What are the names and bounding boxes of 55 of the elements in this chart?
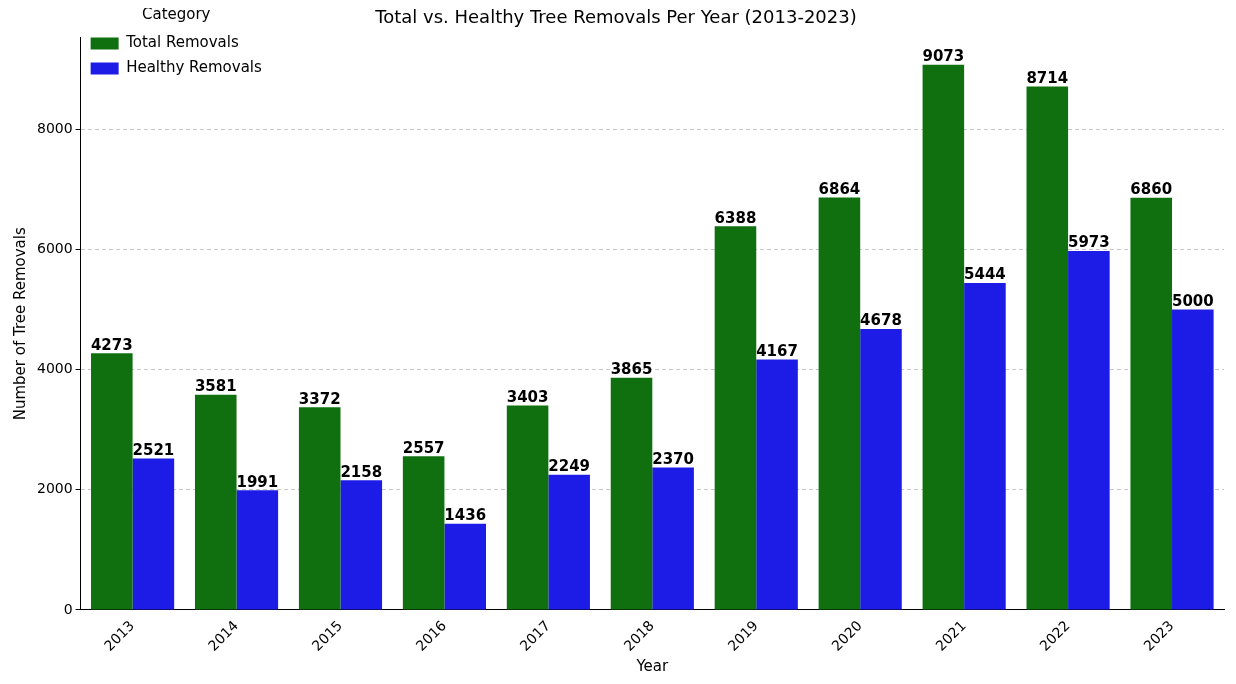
y-tick-label: 0 (63, 600, 73, 617)
bar (964, 282, 1006, 610)
bar (1130, 197, 1173, 610)
bar (340, 480, 383, 610)
data-label: 4273 (90, 335, 133, 354)
data-label: 4678 (860, 311, 902, 330)
data-label: 2557 (402, 438, 445, 457)
bar (1172, 309, 1214, 610)
bar (298, 407, 341, 610)
legend-title: Category (141, 5, 211, 24)
data-label: 1436 (444, 506, 487, 525)
data-label: 2521 (132, 440, 175, 459)
bar (506, 405, 549, 610)
bar (922, 64, 965, 610)
y-tick-label: 8000 (36, 119, 73, 136)
data-label: 8714 (1026, 68, 1069, 87)
y-tick-label: 2000 (36, 480, 73, 497)
bar (652, 467, 694, 610)
data-label: 3403 (506, 387, 549, 406)
legend-label: Total Removals (125, 33, 239, 52)
legend-label: Healthy Removals (126, 58, 263, 77)
data-label: 2370 (652, 449, 694, 468)
data-label: 9073 (922, 47, 965, 66)
bar (194, 394, 237, 610)
bar (132, 458, 175, 610)
data-label: 1991 (236, 472, 279, 491)
data-label: 3581 (194, 377, 237, 396)
bar (1026, 86, 1069, 610)
y-tick-label: 6000 (36, 240, 73, 257)
data-label: 3372 (298, 389, 341, 408)
data-label: 5444 (964, 265, 1006, 284)
bar (402, 456, 445, 610)
y-tick-label: 4000 (36, 360, 73, 377)
bar (860, 328, 902, 610)
x-axis-title: Year (635, 656, 670, 675)
bar (756, 359, 798, 610)
data-label: 2249 (548, 457, 591, 476)
bar (444, 523, 487, 610)
bar (610, 377, 653, 610)
data-label: 4167 (756, 341, 798, 360)
bar (548, 474, 590, 610)
data-label: 6388 (714, 208, 757, 227)
bar (236, 490, 279, 610)
y-axis-title: Number of Tree Removals (10, 227, 29, 421)
bar (818, 197, 861, 610)
chart-title: Total vs. Healthy Tree Removals Per Year (2013-2023) (374, 6, 857, 28)
bar (1068, 251, 1110, 610)
data-label: 3865 (610, 360, 653, 379)
bar (91, 353, 133, 610)
data-label: 5000 (1171, 291, 1214, 310)
data-label: 2158 (340, 462, 383, 481)
data-label: 6860 (1130, 180, 1173, 199)
bar (714, 226, 757, 610)
data-label: 6864 (818, 179, 861, 198)
data-label: 5973 (1068, 233, 1110, 252)
